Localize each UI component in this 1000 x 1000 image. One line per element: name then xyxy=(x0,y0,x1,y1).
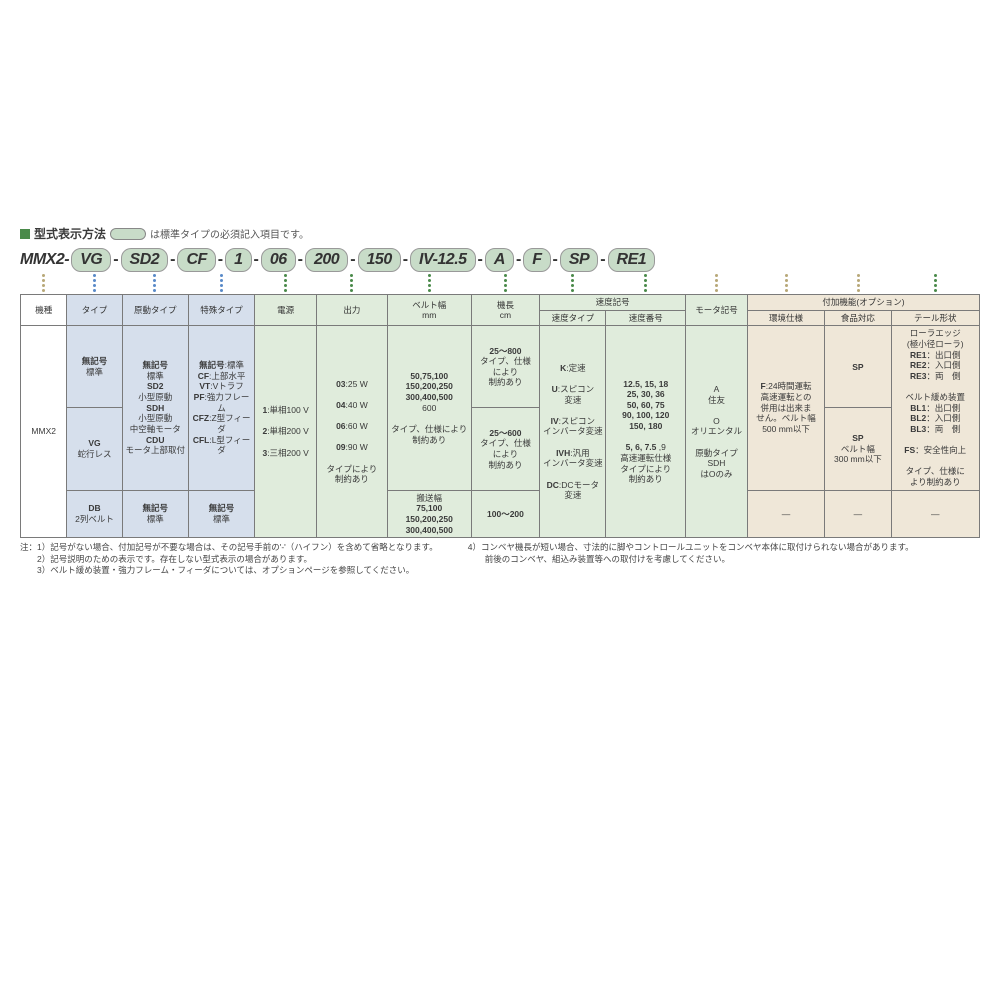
model-pill: RE1 xyxy=(608,248,656,272)
connector-dots xyxy=(220,274,223,292)
model-pill: 1 xyxy=(225,248,251,272)
table-cell: 無記号標準SD2小型原動SDH小型原動中空軸モータCDUモータ上部取付 xyxy=(122,326,188,490)
dash: - xyxy=(401,251,410,269)
table-cell: DB2列ベルト xyxy=(67,490,122,538)
table-header: 機長 cm xyxy=(471,295,540,326)
connector-dots xyxy=(715,274,718,292)
model-pill: SP xyxy=(560,248,598,272)
footnotes: 注：1）記号がない場合、付加記号が不要な場合は、その記号手前の'-'（ハイフン）… xyxy=(20,542,980,576)
table-cell: 12.5, 15, 1825, 30, 3650, 60, 7590, 100,… xyxy=(606,326,686,538)
square-icon xyxy=(20,229,30,239)
model-pill: 06 xyxy=(261,248,296,272)
connector-dots xyxy=(42,274,45,292)
model-pill: IV-12.5 xyxy=(410,248,476,272)
table-header: 食品対応 xyxy=(825,310,891,326)
table-header: 速度記号 xyxy=(540,295,686,311)
table-cell: VG蛇行レス xyxy=(67,408,122,490)
table-cell: 搬送幅75,100150,200,250300,400,500 xyxy=(387,490,471,538)
model-prefix: MMX2- xyxy=(20,251,69,269)
connector-dots xyxy=(428,274,431,292)
dash: - xyxy=(348,251,357,269)
table-cell: 50,75,100150,200,250300,400,500600タイプ、仕様… xyxy=(387,326,471,490)
table-cell: K:定速U:スピコン変速IV:スピコンインバータ変速IVH:汎用インバータ変速D… xyxy=(540,326,606,538)
dash: - xyxy=(168,251,177,269)
connector-dots xyxy=(571,274,574,292)
dash: - xyxy=(216,251,225,269)
connector-dots xyxy=(504,274,507,292)
table-cell: SPベルト幅300 mm以下 xyxy=(825,408,891,490)
table-header: 原動タイプ xyxy=(122,295,188,326)
table-cell: 無記号標準 xyxy=(122,490,188,538)
table-header: ベルト幅 mm xyxy=(387,295,471,326)
table-cell: 1:単相100 V2:単相200 V3:三相200 V xyxy=(255,326,317,538)
table-cell: SP xyxy=(825,326,891,408)
table-cell: 25～800タイプ、仕様により制約あり xyxy=(471,326,540,408)
connector-dots xyxy=(857,274,860,292)
dash: - xyxy=(296,251,305,269)
dash: - xyxy=(514,251,523,269)
table-header: 付加機能(オプション) xyxy=(747,295,979,311)
section-title: 型式表示方法 は標準タイプの必須記入項目です。 xyxy=(20,225,980,242)
table-header: 出力 xyxy=(317,295,388,326)
dash: - xyxy=(252,251,261,269)
model-pill: F xyxy=(523,248,550,272)
spec-table: 機種タイプ原動タイプ特殊タイプ電源出力ベルト幅 mm機長 cm速度記号モータ記号… xyxy=(20,294,980,538)
title-note: は標準タイプの必須記入項目です。 xyxy=(150,226,309,241)
dash: - xyxy=(598,251,607,269)
table-cell: MMX2 xyxy=(21,326,67,538)
model-pill: 150 xyxy=(358,248,401,272)
table-cell: A住友Oオリエンタル原動タイプSDHはOのみ xyxy=(686,326,748,538)
connector-dots-row xyxy=(20,274,980,292)
model-pill: A xyxy=(485,248,514,272)
connector-dots xyxy=(93,274,96,292)
table-cell: ローラエッジ(極小径ローラ)RE1：出口側RE2：入口側RE3：両 側ベルト緩め… xyxy=(891,326,980,490)
notes-right: 4）コンベヤ機長が短い場合、寸法的に脚やコントロールユニットをコンベヤ本体に取付… xyxy=(468,542,914,576)
table-cell: 25～600タイプ、仕様により制約あり xyxy=(471,408,540,490)
table-header: 環境仕様 xyxy=(747,310,824,326)
model-code-row: MMX2-VG-SD2-CF-1-06-200-150-IV-12.5-A-F-… xyxy=(20,248,980,272)
dash: - xyxy=(551,251,560,269)
table-cell: 03:25 W04:40 W06:60 W09:90 Wタイプにより制約あり xyxy=(317,326,388,538)
connector-dots xyxy=(350,274,353,292)
table-header: 電源 xyxy=(255,295,317,326)
table-cell: 無記号標準 xyxy=(188,490,254,538)
table-header: 機種 xyxy=(21,295,67,326)
model-pill: VG xyxy=(71,248,111,272)
connector-dots xyxy=(153,274,156,292)
table-header: モータ記号 xyxy=(686,295,748,326)
table-header: テール形状 xyxy=(891,310,980,326)
connector-dots xyxy=(644,274,647,292)
title-text: 型式表示方法 xyxy=(34,225,106,242)
dash: - xyxy=(476,251,485,269)
table-cell: — xyxy=(891,490,980,538)
dash: - xyxy=(111,251,120,269)
connector-dots xyxy=(934,274,937,292)
table-header: 特殊タイプ xyxy=(188,295,254,326)
table-cell: — xyxy=(825,490,891,538)
connector-dots xyxy=(284,274,287,292)
table-cell: F:24時間運転高速運転との併用は出来ません。ベルト幅500 mm以下 xyxy=(747,326,824,490)
table-cell: 無記号標準 xyxy=(67,326,122,408)
notes-left: 注：1）記号がない場合、付加記号が不要な場合は、その記号手前の'-'（ハイフン）… xyxy=(20,542,438,576)
model-pill: SD2 xyxy=(121,248,169,272)
pill-legend-icon xyxy=(110,228,146,240)
table-header: タイプ xyxy=(67,295,122,326)
model-pill: CF xyxy=(177,248,215,272)
connector-dots xyxy=(785,274,788,292)
table-cell: — xyxy=(747,490,824,538)
table-header: 速度番号 xyxy=(606,310,686,326)
model-pill: 200 xyxy=(305,248,348,272)
table-cell: 100～200 xyxy=(471,490,540,538)
table-header: 速度タイプ xyxy=(540,310,606,326)
table-cell: 無記号:標準CF:上部水平VT:VトラフPF:強力フレームCFZ:Z型フィーダC… xyxy=(188,326,254,490)
